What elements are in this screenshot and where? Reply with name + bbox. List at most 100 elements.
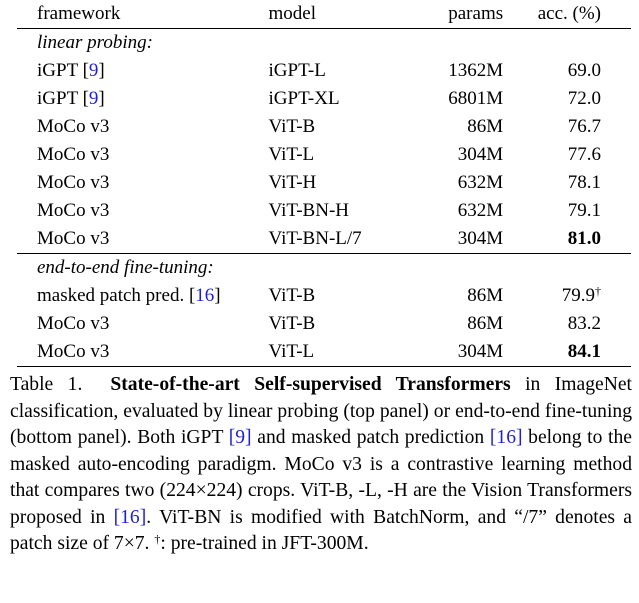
framework-name: MoCo v3 [37,228,110,249]
cell-acc: 69.0 [503,57,631,85]
caption-label: Table 1. [10,374,83,395]
framework-name: masked patch pred. [37,285,185,306]
caption-cite-1[interactable]: [9] [228,427,252,448]
cell-params: 304M [457,228,504,249]
caption-text-1: in ImageNet classification, evaluated by… [10,374,632,448]
table-row: iGPT [9] iGPT-L 1362M 69.0 [17,57,631,85]
cell-framework: MoCo v3 [17,197,269,225]
framework-name: MoCo v3 [37,200,110,221]
table-row: masked patch pred. [16] ViT-B 86M 79.9† [17,282,631,310]
cell-model: ViT-H [268,172,317,193]
citation-number[interactable]: 16 [195,285,215,306]
cell-framework: iGPT [9] [17,57,269,85]
caption-text-3: belong to the masked auto-encoding parad… [10,427,632,528]
acc-value: 81.0 [567,228,601,249]
cell-params: 1362M [448,60,504,81]
acc-value: 72.0 [567,88,601,109]
cell-framework: MoCo v3 [17,169,269,197]
cell-params: 6801M [448,88,504,109]
header-model: model [268,3,317,24]
caption-text-4: . ViT-BN is modified with BatchNorm, and… [10,506,632,555]
cell-model: ViT-L [268,338,410,367]
cell-acc: 83.2 [503,310,631,338]
framework-name: iGPT [37,88,78,109]
cell-model: iGPT-XL [268,88,340,109]
framework-citation[interactable]: [16] [188,285,221,306]
citation-number[interactable]: 9 [88,88,99,109]
acc-value: 84.1 [567,341,601,362]
framework-name: MoCo v3 [37,172,110,193]
table-row: MoCo v3 ViT-BN-L/7 304M 81.0 [17,225,631,254]
header-framework: framework [37,3,121,24]
cell-acc: 72.0 [503,85,631,113]
header-acc: acc. (%) [537,3,601,24]
cell-acc: 84.1 [503,338,631,367]
table-row: MoCo v3 ViT-L 304M 84.1 [17,338,631,367]
citation-number[interactable]: 9 [88,60,99,81]
framework-name: iGPT [37,60,78,81]
caption-lead: State-of-the-art Self-supervised Transfo… [110,374,511,395]
table-body: linear probing: iGPT [9] iGPT-L 1362M 69.0 iG… [17,28,631,367]
cell-model: iGPT-L [268,60,326,81]
table-row: MoCo v3 ViT-BN-H 632M 79.1 [17,197,631,225]
cell-acc: 79.9† [503,282,631,310]
cell-framework: iGPT [9] [17,85,269,113]
acc-value: 79.1 [567,200,601,221]
cell-params: 86M [467,116,504,137]
cell-params: 86M [467,313,504,334]
table-header-row: framework model params acc. (%) [17,0,631,29]
caption-cite-2[interactable]: [16] [489,427,523,448]
cell-model: ViT-BN-H [268,200,350,221]
results-table-container: framework model params acc. (%) linear p… [17,0,631,367]
panel-title: end-to-end fine-tuning: [17,253,631,282]
cell-model: ViT-B [268,285,316,306]
cell-framework: MoCo v3 [17,310,269,338]
acc-value: 69.0 [567,60,601,81]
table-row: MoCo v3 ViT-H 632M 78.1 [17,169,631,197]
cell-model: ViT-B [268,313,316,334]
framework-name: MoCo v3 [37,313,110,334]
table-row: MoCo v3 ViT-L 304M 77.6 [17,141,631,169]
cell-acc: 76.7 [503,113,631,141]
cell-params: 304M [409,338,504,367]
cell-framework: MoCo v3 [17,113,269,141]
framework-citation[interactable]: [9] [82,60,105,81]
acc-value: 79.9 [561,285,595,306]
table-caption: Table 1. State-of-the-art Self-supervised… [10,372,632,558]
panel-title-row: end-to-end fine-tuning: [17,253,631,282]
cell-framework: masked patch pred. [16] [17,282,269,310]
table-row: iGPT [9] iGPT-XL 6801M 72.0 [17,85,631,113]
framework-name: MoCo v3 [37,116,110,137]
cell-acc: 79.1 [503,197,631,225]
table-row: MoCo v3 ViT-B 86M 83.2 [17,310,631,338]
cell-framework: MoCo v3 [17,225,269,254]
table-row: MoCo v3 ViT-B 86M 76.7 [17,113,631,141]
cell-model: ViT-B [268,116,316,137]
cell-framework: MoCo v3 [17,338,269,367]
framework-citation[interactable]: [9] [82,88,105,109]
dagger-mark: † [595,284,601,298]
header-params: params [448,3,504,24]
panel-title: linear probing: [17,28,631,57]
cell-model: ViT-BN-L/7 [268,228,362,249]
cell-model: ViT-L [268,144,315,165]
caption-text-5: : pre-trained in JFT-300M. [160,533,369,554]
caption-text-2: and masked patch prediction [251,427,490,448]
cell-params: 86M [467,285,504,306]
cell-params: 632M [457,172,504,193]
panel-title-row: linear probing: [17,28,631,57]
cell-acc: 77.6 [503,141,631,169]
cell-acc: 81.0 [503,225,631,254]
cell-params: 632M [457,200,504,221]
cell-framework: MoCo v3 [17,141,269,169]
framework-name: MoCo v3 [37,341,110,362]
cell-acc: 78.1 [503,169,631,197]
caption-dagger: † [154,532,161,546]
framework-name: MoCo v3 [37,144,110,165]
acc-value: 78.1 [567,172,601,193]
results-table: framework model params acc. (%) linear p… [17,0,631,367]
acc-value: 77.6 [567,144,601,165]
acc-value: 76.7 [567,116,601,137]
cell-params: 304M [457,144,504,165]
caption-cite-3[interactable]: [16] [113,506,147,528]
